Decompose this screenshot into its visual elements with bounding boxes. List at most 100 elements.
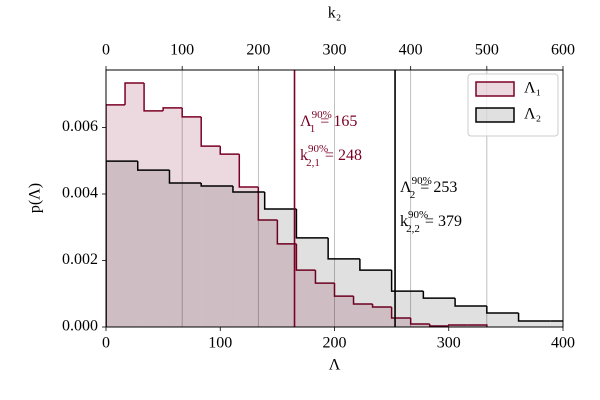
annotation-value: 248 [338, 147, 362, 164]
histogram-step [257, 187, 278, 221]
x2-tick-label: 100 [170, 42, 194, 59]
y-tick-label: 0.002 [62, 251, 98, 268]
histogram-step [136, 161, 170, 171]
annotation-equals: = [320, 113, 329, 130]
histogram-step [371, 304, 392, 308]
x2-axis-label: k₂ [328, 5, 342, 22]
histogram-bar [448, 325, 468, 327]
annotation-superscript: 90% [308, 143, 328, 155]
histogram-bar [455, 306, 487, 327]
histogram-step [124, 82, 145, 105]
annotation: Λ90% 1 = 165 [300, 109, 357, 135]
y-tick-label: 0.004 [62, 185, 98, 202]
histogram-step [219, 146, 240, 155]
histogram-series [106, 160, 563, 327]
annotation: k90% 2,1 = 248 [300, 143, 362, 169]
histogram-bar [334, 296, 354, 327]
histogram-step [390, 270, 424, 292]
histogram-step [517, 313, 551, 322]
annotation-subscript: 1 [310, 123, 316, 135]
histogram-bar [201, 186, 233, 327]
annotation-superscript: 90% [312, 109, 332, 121]
histogram-bar [125, 82, 145, 327]
x2-tick-label: 500 [475, 42, 499, 59]
histogram-step [232, 186, 265, 193]
histogram-bar [201, 146, 221, 327]
histogram-bar [106, 161, 138, 327]
histogram-step [200, 116, 221, 147]
histogram-bar [410, 324, 430, 327]
histogram-bar [137, 170, 170, 327]
legend-swatch [475, 107, 515, 123]
annotation-equals: = [325, 147, 334, 164]
y-axis-label: p(Λ) [27, 183, 44, 213]
histogram-bar [220, 154, 240, 327]
histogram-step [295, 243, 316, 271]
histogram-bar [277, 243, 297, 327]
annotation-symbol: k [300, 147, 308, 164]
histogram-step [181, 107, 202, 118]
histogram-step [359, 258, 392, 271]
x-tick-label: 0 [102, 335, 110, 352]
histogram-bar [372, 307, 392, 327]
histogram-step [276, 219, 297, 245]
histogram-step [238, 154, 259, 188]
histogram-bar [391, 291, 424, 327]
legend-label: Λ₂ [524, 106, 541, 123]
annotation-value: 253 [433, 179, 457, 196]
annotation-superscript: 90% [408, 209, 428, 221]
histogram-step [295, 208, 329, 239]
histogram-bar [296, 237, 329, 327]
histogram-step [486, 306, 519, 314]
histogram-step [106, 160, 138, 327]
histogram-step [333, 283, 354, 297]
x2-tick-label: 0 [102, 42, 110, 59]
annotation-symbol: k [400, 213, 408, 230]
histogram-step [106, 104, 126, 327]
y-tick-label: 0.006 [62, 118, 98, 135]
x2-tick-label: 300 [323, 42, 347, 59]
annotation-equals: = [420, 179, 429, 196]
y-tick-label: 0.000 [62, 318, 98, 335]
legend-label: Λ₁ [524, 80, 541, 97]
histogram-bar [328, 258, 360, 327]
legend-box [467, 73, 559, 137]
annotation: k90% 2,2 = 379 [400, 209, 462, 235]
histogram-step [327, 237, 360, 260]
annotation-symbol: Λ [300, 113, 312, 130]
annotation-symbol: Λ [400, 179, 412, 196]
legend-swatch [475, 81, 515, 97]
x-axis-label: Λ [329, 357, 341, 374]
histogram-bar [315, 283, 335, 327]
x-tick-label: 200 [323, 335, 347, 352]
histogram-step [390, 307, 411, 319]
histogram-bar [232, 192, 265, 327]
annotation-equals: = [425, 213, 434, 230]
histogram-bar [163, 107, 183, 327]
annotation-value: 379 [438, 213, 462, 230]
annotation-subscript: 2,2 [406, 223, 420, 235]
histogram-bar [264, 208, 297, 327]
histogram-step [454, 298, 487, 307]
plot-area [106, 82, 563, 327]
annotation-superscript: 90% [412, 175, 432, 187]
histogram-bar [182, 116, 202, 327]
x2-tick-label: 200 [246, 42, 270, 59]
histogram-bar [353, 304, 373, 327]
histogram-bar [239, 187, 259, 327]
histogram-step [263, 192, 297, 210]
histogram-bar [169, 183, 202, 327]
histogram-series [106, 82, 488, 327]
histogram-bar [486, 313, 519, 327]
histogram-bar [467, 325, 487, 327]
x2-tick-label: 400 [399, 42, 423, 59]
histogram-step [467, 324, 488, 327]
histogram-step [448, 324, 468, 327]
histogram-bar [359, 270, 392, 327]
histogram-step [314, 270, 335, 284]
x-tick-label: 300 [437, 335, 461, 352]
histogram-bar [144, 110, 164, 327]
histogram-step [409, 318, 430, 325]
histogram-step [168, 170, 202, 184]
